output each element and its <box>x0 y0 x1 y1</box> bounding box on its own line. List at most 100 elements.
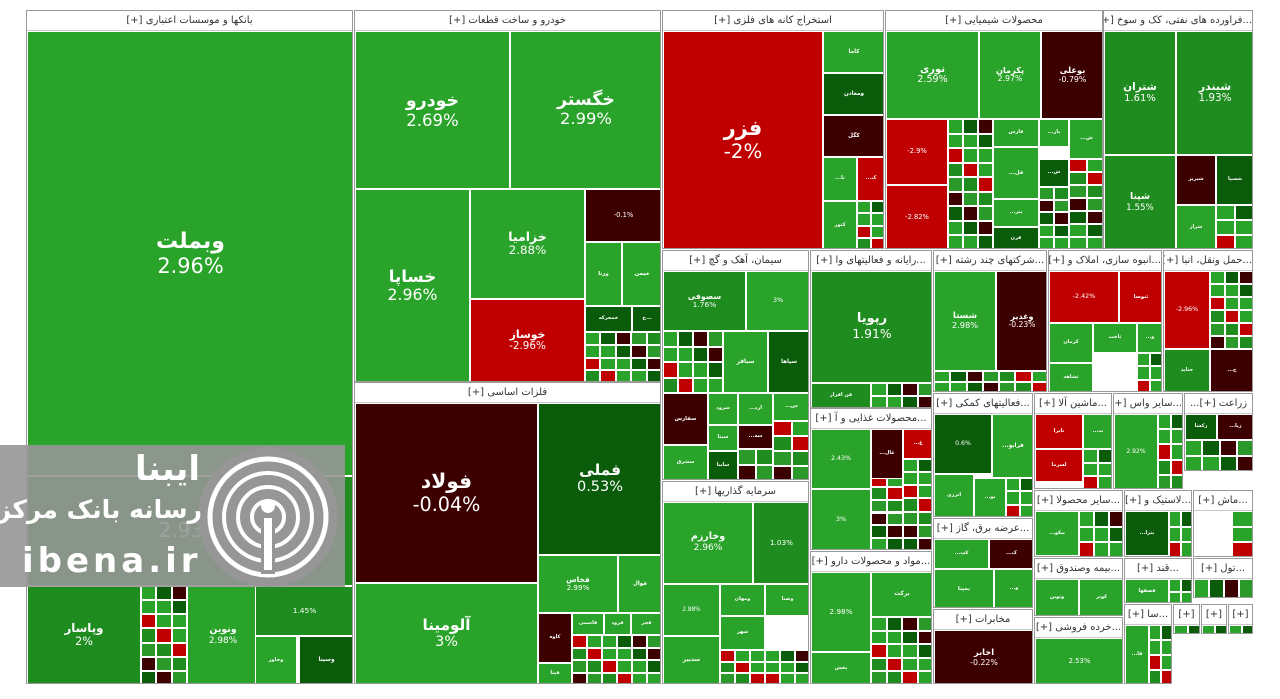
stock-tile[interactable]: شهر <box>720 616 765 650</box>
stock-tile[interactable]: -2.9% <box>886 119 948 185</box>
stock-tile[interactable]: 2.43% <box>811 429 871 489</box>
small-stock-tile[interactable] <box>871 512 887 526</box>
small-stock-tile[interactable] <box>871 237 883 248</box>
small-stock-tile[interactable] <box>963 220 978 236</box>
small-stock-tile[interactable] <box>902 630 918 645</box>
small-stock-tile[interactable] <box>1202 625 1215 633</box>
small-stock-tile[interactable] <box>141 586 157 601</box>
stock-tile[interactable]: ...سه <box>738 425 773 449</box>
stock-tile[interactable]: قصفها <box>1125 579 1169 602</box>
sector-title[interactable]: ...سا [+] <box>1125 605 1171 625</box>
small-stock-tile[interactable] <box>156 628 172 643</box>
stock-tile[interactable]: 2.98% <box>811 572 871 652</box>
small-stock-tile[interactable] <box>1216 205 1235 220</box>
stock-tile[interactable]: ...بیکو <box>1035 511 1079 556</box>
stock-tile[interactable]: فرود <box>604 613 631 635</box>
small-stock-tile[interactable] <box>902 383 918 396</box>
stock-tile[interactable]: ...و <box>1137 323 1161 353</box>
small-stock-tile[interactable] <box>587 672 602 683</box>
small-stock-tile[interactable] <box>871 499 887 513</box>
stock-tile[interactable]: خگستر 2.99% <box>510 31 660 189</box>
small-stock-tile[interactable] <box>1069 159 1087 172</box>
small-stock-tile[interactable] <box>1239 579 1252 597</box>
small-stock-tile[interactable] <box>1086 159 1102 172</box>
stock-tile[interactable]: ...و <box>994 569 1032 607</box>
small-stock-tile[interactable] <box>1094 526 1109 543</box>
small-stock-tile[interactable] <box>791 451 808 466</box>
stock-tile[interactable]: شپنا 1.55% <box>1104 155 1176 248</box>
small-stock-tile[interactable] <box>948 220 963 236</box>
small-stock-tile[interactable] <box>1181 591 1191 602</box>
sector-title[interactable]: ...شرکتهای چند رشته [+] <box>934 251 1046 271</box>
small-stock-tile[interactable] <box>903 511 918 525</box>
stock-tile[interactable]: ونوین 2.98% <box>187 586 259 683</box>
sector-title[interactable]: محصولات شیمیایی [+] <box>886 11 1102 31</box>
stock-tile[interactable]: خمحرکه <box>585 306 632 332</box>
small-stock-tile[interactable] <box>720 673 735 683</box>
small-stock-tile[interactable] <box>678 346 693 362</box>
small-stock-tile[interactable] <box>963 162 978 178</box>
stock-tile[interactable]: ...ش <box>1069 119 1102 159</box>
small-stock-tile[interactable] <box>950 371 967 382</box>
small-stock-tile[interactable] <box>857 237 871 248</box>
stock-tile[interactable]: ثاخت <box>1093 323 1137 353</box>
small-stock-tile[interactable] <box>1216 220 1235 235</box>
small-stock-tile[interactable] <box>1171 459 1182 475</box>
small-stock-tile[interactable] <box>1020 491 1032 505</box>
small-stock-tile[interactable] <box>678 331 693 347</box>
stock-tile[interactable]: کگل <box>823 115 883 157</box>
small-stock-tile[interactable] <box>646 370 660 381</box>
stock-tile[interactable]: 3% <box>746 271 808 331</box>
stock-tile[interactable]: ...پتر <box>993 199 1039 227</box>
small-stock-tile[interactable] <box>887 525 903 539</box>
stock-tile[interactable]: فارس <box>993 119 1039 147</box>
small-stock-tile[interactable] <box>765 661 780 674</box>
stock-tile[interactable]: زکشا <box>1185 414 1217 440</box>
small-stock-tile[interactable] <box>948 119 963 134</box>
sector-title[interactable]: ...حمل ونقل، انبا [+] <box>1164 251 1252 271</box>
small-stock-tile[interactable] <box>631 370 647 381</box>
small-stock-tile[interactable] <box>647 672 660 683</box>
small-stock-tile[interactable] <box>1069 211 1087 224</box>
small-stock-tile[interactable] <box>1224 271 1240 284</box>
small-stock-tile[interactable] <box>948 235 963 248</box>
small-stock-tile[interactable] <box>1109 511 1122 527</box>
small-stock-tile[interactable] <box>918 472 931 486</box>
small-stock-tile[interactable] <box>572 647 587 660</box>
small-stock-tile[interactable] <box>663 346 678 362</box>
small-stock-tile[interactable] <box>141 628 157 643</box>
stock-tile[interactable]: وپاسار 2% <box>27 586 141 683</box>
stock-tile[interactable]: شتران 1.61% <box>1104 31 1176 155</box>
stock-tile[interactable]: حتاید <box>1164 349 1210 391</box>
stock-tile[interactable]: وغدیر -0.23% <box>996 271 1046 371</box>
stock-tile[interactable]: -0.1% <box>585 189 660 242</box>
small-stock-tile[interactable] <box>780 650 795 662</box>
small-stock-tile[interactable] <box>1235 220 1252 235</box>
small-stock-tile[interactable] <box>693 346 708 362</box>
stock-tile[interactable]: بوعلی -0.79% <box>1041 31 1102 119</box>
small-stock-tile[interactable] <box>1239 336 1252 349</box>
small-stock-tile[interactable] <box>978 206 993 221</box>
stock-tile[interactable]: خوساز -2.96% <box>470 299 585 381</box>
small-stock-tile[interactable] <box>1171 414 1182 430</box>
stock-tile[interactable]: خیمن <box>622 242 660 306</box>
stock-tile[interactable]: ...غال <box>871 429 903 479</box>
small-stock-tile[interactable] <box>1054 212 1069 225</box>
small-stock-tile[interactable] <box>1239 323 1252 336</box>
small-stock-tile[interactable] <box>1224 310 1240 323</box>
small-stock-tile[interactable] <box>1229 625 1242 633</box>
small-stock-tile[interactable] <box>1137 366 1150 380</box>
small-stock-tile[interactable] <box>750 661 765 674</box>
small-stock-tile[interactable] <box>1210 310 1225 323</box>
stock-tile[interactable]: ...ک <box>989 539 1032 569</box>
small-stock-tile[interactable] <box>297 636 299 649</box>
small-stock-tile[interactable] <box>1150 353 1161 367</box>
stock-tile[interactable]: شستا 2.98% <box>934 271 996 371</box>
stock-tile[interactable]: ...ش <box>1039 159 1069 187</box>
small-stock-tile[interactable] <box>791 466 808 479</box>
small-stock-tile[interactable] <box>1232 511 1252 527</box>
small-stock-tile[interactable] <box>1169 526 1181 543</box>
small-stock-tile[interactable] <box>1239 297 1252 310</box>
small-stock-tile[interactable] <box>773 421 792 436</box>
small-stock-tile[interactable] <box>1232 542 1252 556</box>
